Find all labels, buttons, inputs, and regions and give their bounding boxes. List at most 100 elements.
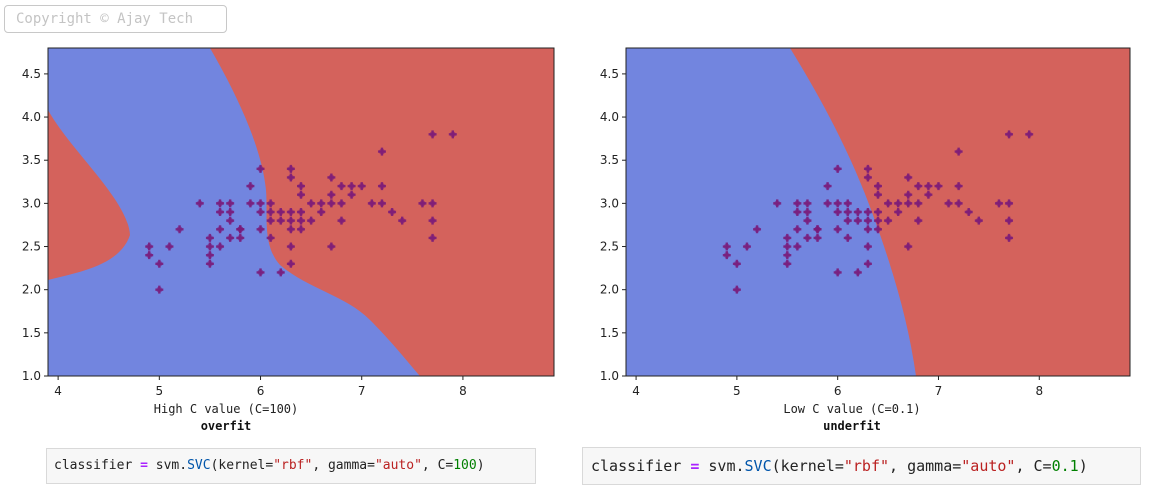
data-point	[843, 208, 852, 216]
data-point	[793, 242, 802, 251]
data-point	[863, 259, 872, 268]
data-point	[793, 225, 802, 234]
x-tick-label: 6	[834, 384, 842, 398]
data-point	[246, 182, 255, 191]
data-point	[398, 216, 407, 225]
data-point	[843, 216, 852, 225]
data-point	[904, 242, 913, 251]
data-point	[286, 225, 295, 234]
data-point	[722, 242, 731, 251]
data-point	[155, 285, 164, 294]
data-points-layer	[145, 130, 457, 294]
data-point	[732, 259, 741, 268]
data-point	[327, 190, 336, 199]
data-point	[1005, 216, 1014, 225]
code-function: SVC	[187, 458, 211, 473]
data-point	[216, 242, 225, 251]
data-point	[853, 216, 862, 225]
data-point	[276, 208, 285, 216]
x-axis-ticks: 4 5 6 7 8	[632, 376, 1043, 398]
data-point	[773, 199, 782, 208]
data-point	[388, 208, 397, 216]
plot-frame	[625, 47, 1131, 377]
code-arg-c: , C=	[421, 458, 454, 473]
data-point	[317, 208, 326, 216]
data-point	[337, 182, 346, 191]
data-point	[327, 173, 336, 182]
data-point	[874, 190, 882, 199]
y-tick-label: 3.0	[22, 196, 41, 210]
data-point	[813, 225, 822, 234]
code-string-auto: "auto"	[374, 458, 422, 473]
x-tick-label: 5	[733, 384, 741, 398]
data-point	[226, 208, 235, 216]
y-tick-label: 3.5	[22, 153, 41, 167]
data-point	[924, 190, 933, 199]
data-points-layer	[722, 130, 1034, 294]
data-point	[904, 199, 913, 208]
data-point	[793, 199, 802, 208]
data-point	[297, 208, 305, 216]
data-point	[367, 199, 376, 208]
data-point	[874, 182, 882, 191]
y-tick-label: 2.5	[600, 240, 619, 254]
code-variable: classifier	[54, 458, 133, 473]
data-point	[753, 225, 762, 234]
copyright-watermark: Copyright © Ajay Tech	[4, 5, 227, 33]
code-arg-kernel: (kernel=	[771, 457, 844, 475]
data-point	[863, 216, 872, 225]
data-point	[286, 164, 295, 173]
data-point	[226, 233, 235, 242]
data-point	[954, 147, 963, 156]
data-point	[205, 259, 214, 268]
data-point	[833, 164, 842, 173]
code-variable: classifier	[591, 457, 682, 475]
y-tick-label: 2.5	[22, 240, 41, 254]
data-point	[347, 190, 356, 199]
data-point	[863, 208, 872, 216]
data-point	[226, 199, 235, 208]
x-tick-label: 7	[935, 384, 943, 398]
data-point	[205, 233, 214, 242]
code-close-paren: )	[476, 458, 485, 473]
x-tick-label: 4	[632, 384, 640, 398]
x-tick-label: 8	[1035, 384, 1043, 398]
y-tick-label: 4.5	[22, 67, 41, 81]
data-point	[297, 216, 305, 225]
data-point	[205, 251, 214, 260]
data-point	[276, 216, 285, 225]
data-point	[793, 208, 802, 216]
data-point	[236, 225, 245, 234]
data-point	[874, 225, 882, 234]
data-point	[216, 208, 225, 216]
y-axis-ticks: 1.0 1.5 2.0 2.5 3.0 3.5 4.0 4.5	[22, 67, 48, 383]
data-point	[783, 251, 792, 260]
data-point	[297, 190, 305, 199]
data-point	[327, 242, 336, 251]
data-point	[863, 242, 872, 251]
data-point	[347, 182, 356, 191]
data-point	[428, 199, 437, 208]
data-point	[377, 182, 386, 191]
data-point	[954, 182, 963, 191]
data-point	[732, 285, 741, 294]
data-point	[286, 242, 295, 251]
data-point	[256, 268, 265, 277]
code-arg-gamma: , gamma=	[889, 457, 962, 475]
data-point	[246, 199, 255, 208]
code-module: svm.	[147, 458, 188, 473]
data-point	[914, 216, 923, 225]
data-point	[307, 216, 316, 225]
data-point	[307, 199, 316, 208]
data-point	[914, 182, 923, 191]
data-point	[155, 259, 164, 268]
y-tick-label: 1.0	[22, 369, 41, 383]
data-point	[327, 199, 336, 208]
data-point	[236, 233, 245, 242]
data-point	[853, 208, 862, 216]
y-tick-label: 1.5	[600, 326, 619, 340]
plot-frame	[47, 47, 555, 377]
code-operator: =	[690, 457, 700, 475]
code-string-rbf: "rbf"	[273, 458, 313, 473]
overfit-decision-boundary-chart: 4 5 6 7 8 1.0 1.5 2.0 2.5 3.0 3.5 4.0 4.5 High C va…	[22, 47, 555, 433]
